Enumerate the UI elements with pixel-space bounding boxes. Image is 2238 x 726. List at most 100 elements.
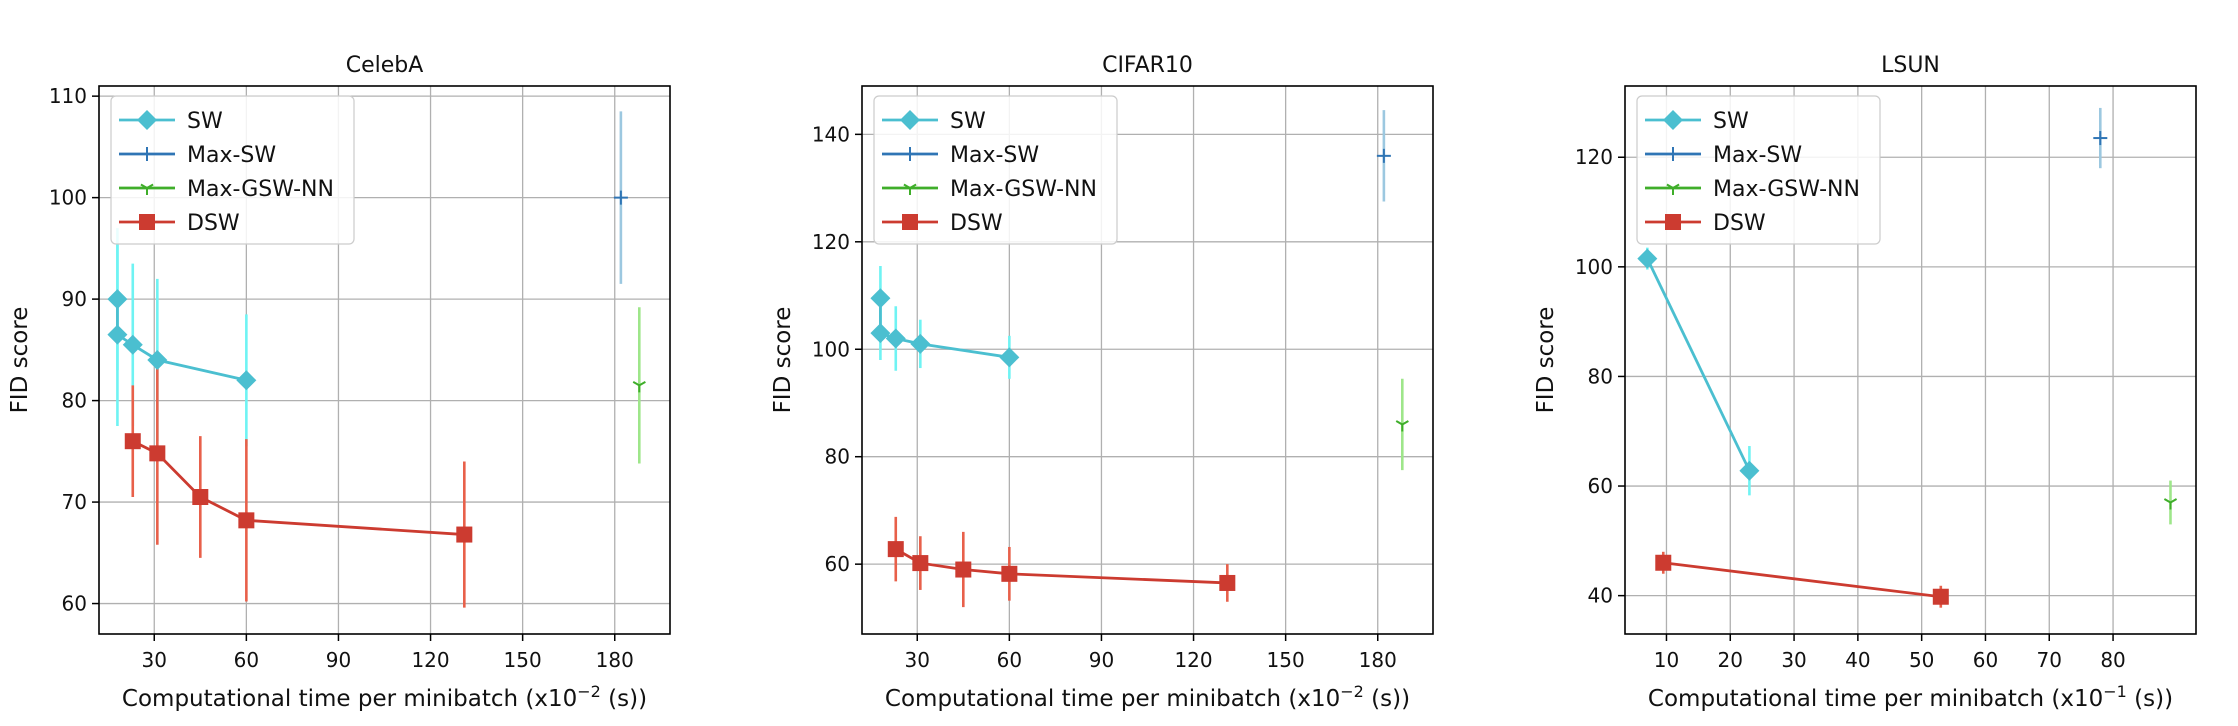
x-tick-label: 30 (905, 648, 930, 672)
legend-label: Max-GSW-NN (187, 177, 334, 202)
sw-point (870, 323, 891, 344)
legend-swatch-marker (1665, 214, 1681, 230)
legend-swatch-marker (137, 110, 157, 130)
x-tick-label: 60 (234, 648, 259, 672)
dsw-point (192, 489, 209, 505)
legend-label: Max-SW (187, 143, 276, 168)
legend-item-sw: SW (882, 109, 986, 134)
max-gsw-nn-point (632, 381, 646, 393)
max-sw-point (2093, 131, 2108, 146)
x-axis-label: Computational time per minibatch (x10−2 … (122, 682, 647, 712)
sw-point (236, 370, 257, 391)
dsw-point (238, 512, 255, 529)
dsw-point (149, 445, 166, 462)
x-tick-label: 60 (1973, 648, 1998, 672)
x-tick-label: 90 (326, 648, 351, 672)
y-axis-label: FID score (7, 307, 33, 414)
legend-label: SW (950, 109, 986, 134)
legend-swatch-marker (140, 147, 154, 161)
sw-point (147, 350, 168, 370)
max-gsw-nn-point (1395, 420, 1409, 432)
legend: SW Max-SW Max-GSW-NN DSW (1636, 95, 1881, 245)
sw-point (999, 347, 1020, 368)
legend-item-max-gsw-nn: Max-GSW-NN (119, 177, 334, 202)
legend-swatch-marker (139, 214, 155, 230)
dsw-point (1219, 574, 1236, 591)
chart-panel-cifar10: 30 60 90 120 150 180 60 80 100 120 140 CIFAR10 Compu… (770, 53, 1434, 712)
legend-item-dsw: DSW (1645, 211, 1766, 236)
dsw-series-line (132, 439, 465, 536)
dsw-point (124, 433, 141, 450)
chart-panel-lsun: 10 20 30 40 50 60 70 80 40 60 80 100 120 LSUN Computat… (1533, 53, 2197, 712)
legend-label: DSW (187, 211, 240, 236)
max-gsw-nn-point (2163, 498, 2178, 510)
x-tick-label: 120 (411, 648, 449, 672)
legend-item-max-gsw-nn: Max-GSW-NN (882, 177, 1097, 202)
y-tick-label: 110 (49, 84, 87, 108)
x-tick-label: 60 (997, 648, 1022, 672)
sw-point (1739, 460, 1760, 481)
x-tick-label: 30 (1781, 648, 1806, 672)
legend-swatch-marker (900, 110, 920, 130)
x-axis-label-main: Computational time per minibatch (x10 (122, 686, 577, 712)
dsw-series-line (1663, 561, 1941, 599)
sw-point (885, 328, 906, 349)
legend-label: DSW (950, 211, 1003, 236)
y-tick-label: 100 (1575, 255, 1613, 279)
x-axis-label: Computational time per minibatch (x10−1 … (1648, 682, 2173, 712)
dsw-point (887, 541, 904, 558)
y-tick-label: 80 (825, 445, 850, 469)
legend-item-max-sw: Max-SW (882, 143, 1039, 168)
sw-point (1637, 248, 1658, 269)
y-tick-label: 60 (825, 552, 850, 576)
dsw-point (1655, 554, 1672, 571)
x-axis-label-exponent: −2 (1340, 682, 1364, 701)
x-axis-label-main: Computational time per minibatch (x10 (885, 686, 1340, 712)
legend-label: Max-SW (1713, 143, 1802, 168)
legend-item-sw: SW (119, 109, 223, 134)
legend-item-max-gsw-nn: Max-GSW-NN (1645, 177, 1860, 202)
legend-swatch-marker (140, 183, 154, 195)
legend-box (1636, 95, 1881, 245)
x-tick-label: 90 (1089, 648, 1114, 672)
dsw-point (955, 561, 972, 578)
x-tick-label: 30 (142, 648, 167, 672)
sw-point (107, 289, 128, 310)
legend-label: SW (187, 109, 223, 134)
x-tick-label: 50 (1909, 648, 1934, 672)
x-tick-label: 80 (2100, 648, 2125, 672)
dsw-point (1932, 588, 1949, 605)
dsw-point (1001, 565, 1018, 582)
legend-label: Max-GSW-NN (950, 177, 1097, 202)
legend-box (110, 95, 355, 245)
dsw-point (456, 526, 473, 543)
x-axis-label-main: Computational time per minibatch (x10 (1648, 686, 2103, 712)
legend-swatch-marker (902, 214, 918, 230)
max-sw-point (1376, 148, 1391, 163)
chart-title: CIFAR10 (1102, 53, 1193, 78)
sw-point (122, 334, 143, 355)
x-tick-label: 180 (1359, 648, 1397, 672)
chart-panel-celeba: 30 60 90 120 150 180 60 70 80 90 100 110 CelebA Compu… (7, 53, 671, 712)
x-tick-label: 120 (1174, 648, 1212, 672)
legend-item-sw: SW (1645, 109, 1749, 134)
legend: SW Max-SW Max-GSW-NN DSW (873, 95, 1118, 245)
max-sw-point (613, 190, 628, 205)
y-tick-label: 100 (49, 186, 87, 210)
legend-swatch-marker (1666, 147, 1680, 161)
chart-title: LSUN (1881, 53, 1940, 78)
y-tick-label: 120 (1575, 145, 1613, 169)
sw-point (870, 288, 891, 309)
legend-item-dsw: DSW (882, 211, 1003, 236)
dsw-series-line (895, 547, 1228, 585)
plot-frame (861, 85, 1434, 635)
y-tick-label: 80 (1588, 364, 1613, 388)
y-tick-label: 80 (62, 389, 87, 413)
legend-swatch-marker (1666, 183, 1680, 195)
legend-swatch-marker (903, 183, 917, 195)
x-axis-label-tail: (s)) (1364, 686, 1410, 712)
y-tick-label: 60 (62, 592, 87, 616)
plot-frame (98, 85, 671, 635)
x-axis-label-exponent: −1 (2103, 682, 2127, 701)
